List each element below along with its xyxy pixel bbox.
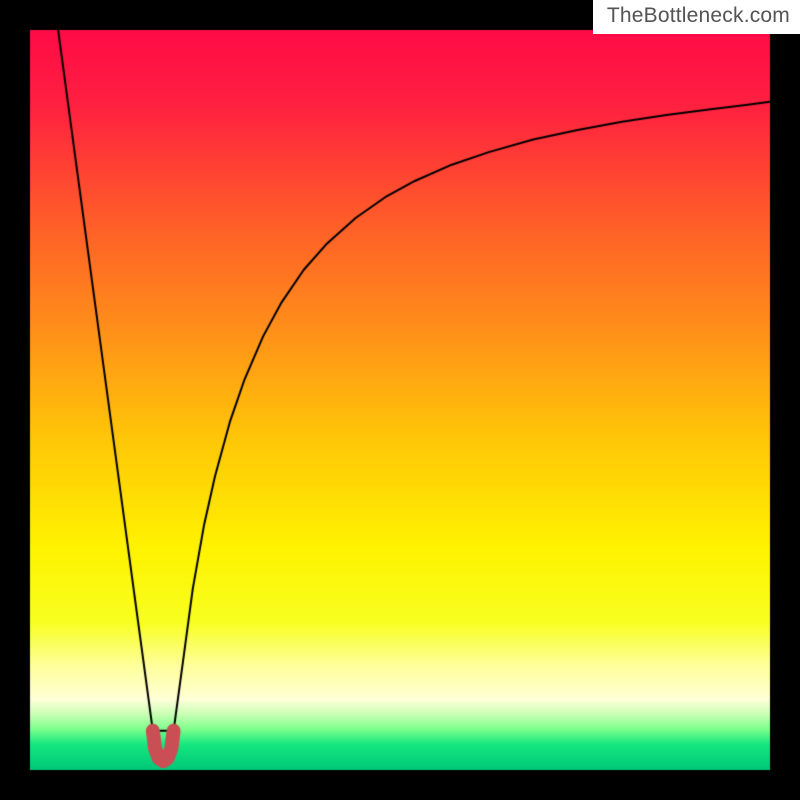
bottleneck-chart-canvas — [0, 0, 800, 800]
stage: TheBottleneck.com — [0, 0, 800, 800]
attribution-label: TheBottleneck.com — [593, 0, 800, 34]
